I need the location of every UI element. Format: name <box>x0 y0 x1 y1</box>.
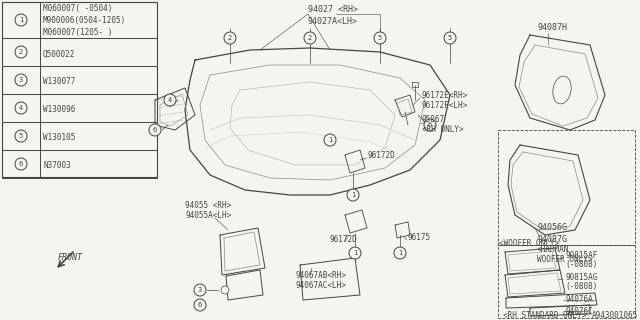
Text: 1: 1 <box>19 17 23 23</box>
Text: 4: 4 <box>168 97 172 103</box>
Text: 94067AB<RH>: 94067AB<RH> <box>295 270 346 279</box>
Text: FRONT: FRONT <box>58 253 83 262</box>
Circle shape <box>194 284 206 296</box>
Text: 94076C: 94076C <box>565 307 593 316</box>
Circle shape <box>224 32 236 44</box>
Text: 4: 4 <box>19 105 23 111</box>
Text: 5: 5 <box>378 35 382 41</box>
Text: 96175: 96175 <box>408 234 431 243</box>
Circle shape <box>15 46 27 58</box>
Circle shape <box>221 286 229 294</box>
Text: 96172F<LH>: 96172F<LH> <box>422 101 468 110</box>
Circle shape <box>194 299 206 311</box>
Text: (-0808): (-0808) <box>565 260 597 269</box>
Text: 1: 1 <box>398 250 402 256</box>
Text: 96172D: 96172D <box>330 236 358 244</box>
Text: M900006(0504-1205): M900006(0504-1205) <box>43 17 126 26</box>
Text: 6: 6 <box>19 161 23 167</box>
Text: 94076A: 94076A <box>565 295 593 305</box>
Text: 94087G: 94087G <box>537 236 567 244</box>
Text: 2: 2 <box>19 49 23 55</box>
Text: WOOFER ONLY>: WOOFER ONLY> <box>537 255 593 265</box>
Circle shape <box>444 32 456 44</box>
Circle shape <box>347 189 359 201</box>
Circle shape <box>15 14 27 26</box>
Text: 1: 1 <box>353 250 357 256</box>
Text: 3: 3 <box>19 77 23 83</box>
Text: (-0808): (-0808) <box>565 283 597 292</box>
Text: 95067: 95067 <box>422 116 445 124</box>
Text: 94067AC<LH>: 94067AC<LH> <box>295 282 346 291</box>
Text: 94055 <RH>: 94055 <RH> <box>185 201 231 210</box>
Text: M060007(1205- ): M060007(1205- ) <box>43 28 113 37</box>
Text: 94055A<LH>: 94055A<LH> <box>185 212 231 220</box>
Text: 5: 5 <box>448 35 452 41</box>
Text: M060007( -0504): M060007( -0504) <box>43 4 113 13</box>
Circle shape <box>164 94 176 106</box>
Text: 6: 6 <box>153 127 157 133</box>
Circle shape <box>149 124 161 136</box>
Circle shape <box>424 119 436 131</box>
Text: <WOOFER ONLY>: <WOOFER ONLY> <box>499 238 559 247</box>
Circle shape <box>349 247 361 259</box>
Text: 96172E<RH>: 96172E<RH> <box>422 91 468 100</box>
Text: 90815AG: 90815AG <box>565 273 597 282</box>
Text: W130105: W130105 <box>43 133 76 142</box>
Circle shape <box>374 32 386 44</box>
Text: Q500022: Q500022 <box>43 50 76 59</box>
Text: A943001065: A943001065 <box>592 311 638 320</box>
Ellipse shape <box>553 76 571 104</box>
Text: 90815AF: 90815AF <box>565 251 597 260</box>
Text: 2: 2 <box>228 35 232 41</box>
Text: 2: 2 <box>308 35 312 41</box>
Circle shape <box>15 130 27 142</box>
Text: 1: 1 <box>351 192 355 198</box>
Circle shape <box>15 102 27 114</box>
Circle shape <box>304 32 316 44</box>
Text: N37003: N37003 <box>43 162 71 171</box>
Text: 94056G: 94056G <box>537 223 567 233</box>
Text: 96172D: 96172D <box>368 150 396 159</box>
Text: <HARMAN: <HARMAN <box>537 245 570 254</box>
Text: 5: 5 <box>19 133 23 139</box>
Text: W130077: W130077 <box>43 77 76 86</box>
Text: 94027A<LH>: 94027A<LH> <box>308 18 358 27</box>
Circle shape <box>324 134 336 146</box>
Text: 6: 6 <box>428 122 432 128</box>
Text: <RH ONLY>: <RH ONLY> <box>422 125 463 134</box>
Text: 1: 1 <box>328 137 332 143</box>
Text: 3: 3 <box>198 287 202 293</box>
Circle shape <box>15 158 27 170</box>
Text: 6: 6 <box>198 302 202 308</box>
Text: 94087H: 94087H <box>537 23 567 33</box>
Text: W130096: W130096 <box>43 106 76 115</box>
Circle shape <box>394 247 406 259</box>
Text: 94027 <RH>: 94027 <RH> <box>308 5 358 14</box>
Circle shape <box>15 74 27 86</box>
Text: <RH STANDARD ONLY>: <RH STANDARD ONLY> <box>503 310 586 319</box>
